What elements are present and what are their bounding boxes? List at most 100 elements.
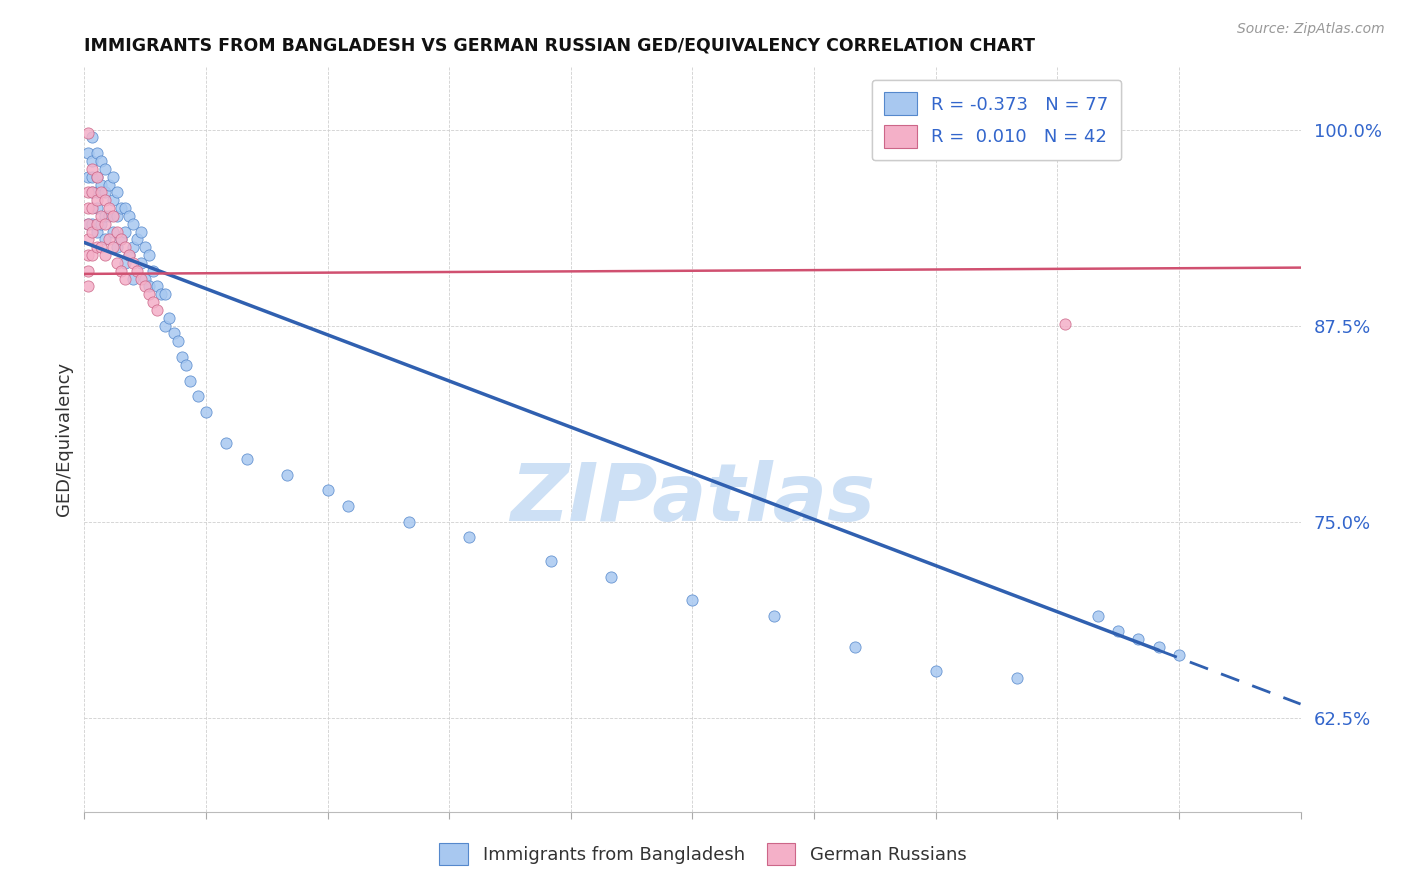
Point (146, 302, 169, 317)
Point (336, 499, 359, 513)
Point (101, 209, 124, 223)
Point (125, 264, 148, 278)
Point (129, 225, 152, 239)
Point (762, 608, 785, 623)
Point (93, 161, 115, 176)
Point (86, 217, 108, 231)
Point (1054, 317, 1077, 331)
Point (97, 178, 120, 192)
Point (82, 217, 104, 231)
Point (114, 256, 136, 270)
Point (138, 279, 160, 293)
Point (150, 287, 173, 301)
Y-axis label: GED/Equivalency: GED/Equivalency (55, 362, 73, 516)
Point (110, 201, 132, 215)
Point (458, 530, 481, 544)
Point (90, 178, 112, 192)
Point (129, 271, 152, 285)
Point (600, 569, 623, 583)
Point (155, 287, 177, 301)
Point (170, 350, 193, 364)
Point (122, 240, 145, 254)
Point (146, 279, 169, 293)
Point (86, 169, 108, 184)
Point (159, 310, 181, 325)
Point (93, 232, 115, 246)
Point (101, 225, 124, 239)
Point (142, 295, 165, 310)
Point (86, 186, 108, 200)
Point (1107, 624, 1129, 639)
Point (97, 232, 120, 246)
Point (77, 146, 100, 161)
Point (82, 186, 104, 200)
Point (77, 186, 100, 200)
Point (77, 232, 100, 246)
Legend: Immigrants from Bangladesh, German Russians: Immigrants from Bangladesh, German Russi… (432, 836, 974, 872)
Point (129, 256, 152, 270)
Point (86, 225, 108, 239)
Point (138, 287, 160, 301)
Point (97, 209, 120, 223)
Point (118, 209, 141, 223)
Point (82, 169, 104, 184)
Point (77, 279, 100, 293)
Point (90, 217, 112, 231)
Text: IMMIGRANTS FROM BANGLADESH VS GERMAN RUSSIAN GED/EQUIVALENCY CORRELATION CHART: IMMIGRANTS FROM BANGLADESH VS GERMAN RUS… (84, 37, 1035, 54)
Point (194, 405, 218, 419)
Point (114, 201, 136, 215)
Point (82, 153, 104, 168)
Point (122, 271, 145, 285)
Point (93, 186, 115, 200)
Point (1128, 632, 1150, 647)
Point (86, 146, 108, 161)
Legend: R = -0.373   N = 77, R =  0.010   N = 42: R = -0.373 N = 77, R = 0.010 N = 42 (872, 79, 1121, 161)
Point (77, 217, 100, 231)
Point (1005, 672, 1028, 686)
Point (398, 515, 420, 529)
Point (155, 318, 177, 333)
Point (114, 271, 136, 285)
Point (105, 209, 128, 223)
Point (142, 264, 165, 278)
Point (82, 186, 104, 200)
Point (93, 209, 115, 223)
Point (82, 201, 104, 215)
Point (77, 169, 100, 184)
Point (1167, 648, 1189, 662)
Point (93, 248, 115, 262)
Point (138, 248, 160, 262)
Point (90, 186, 112, 200)
Text: ZIPatlas: ZIPatlas (510, 460, 875, 538)
Point (86, 240, 108, 254)
Point (86, 169, 108, 184)
Point (174, 358, 197, 372)
Point (134, 279, 156, 293)
Point (82, 225, 104, 239)
Point (179, 374, 201, 388)
Point (93, 193, 115, 207)
Point (90, 153, 112, 168)
Point (105, 256, 128, 270)
Point (166, 334, 188, 349)
Point (77, 248, 100, 262)
Point (844, 640, 866, 654)
Point (276, 467, 298, 482)
Point (77, 201, 100, 215)
Point (86, 193, 108, 207)
Point (101, 169, 124, 184)
Point (122, 217, 145, 231)
Point (82, 248, 104, 262)
Point (540, 554, 562, 568)
Point (90, 240, 112, 254)
Point (77, 126, 100, 140)
Point (682, 593, 704, 607)
Point (82, 130, 104, 145)
Point (925, 664, 948, 678)
Point (114, 225, 136, 239)
Point (114, 240, 136, 254)
Point (105, 240, 128, 254)
Point (316, 483, 339, 498)
Point (1087, 608, 1109, 623)
Point (122, 256, 145, 270)
